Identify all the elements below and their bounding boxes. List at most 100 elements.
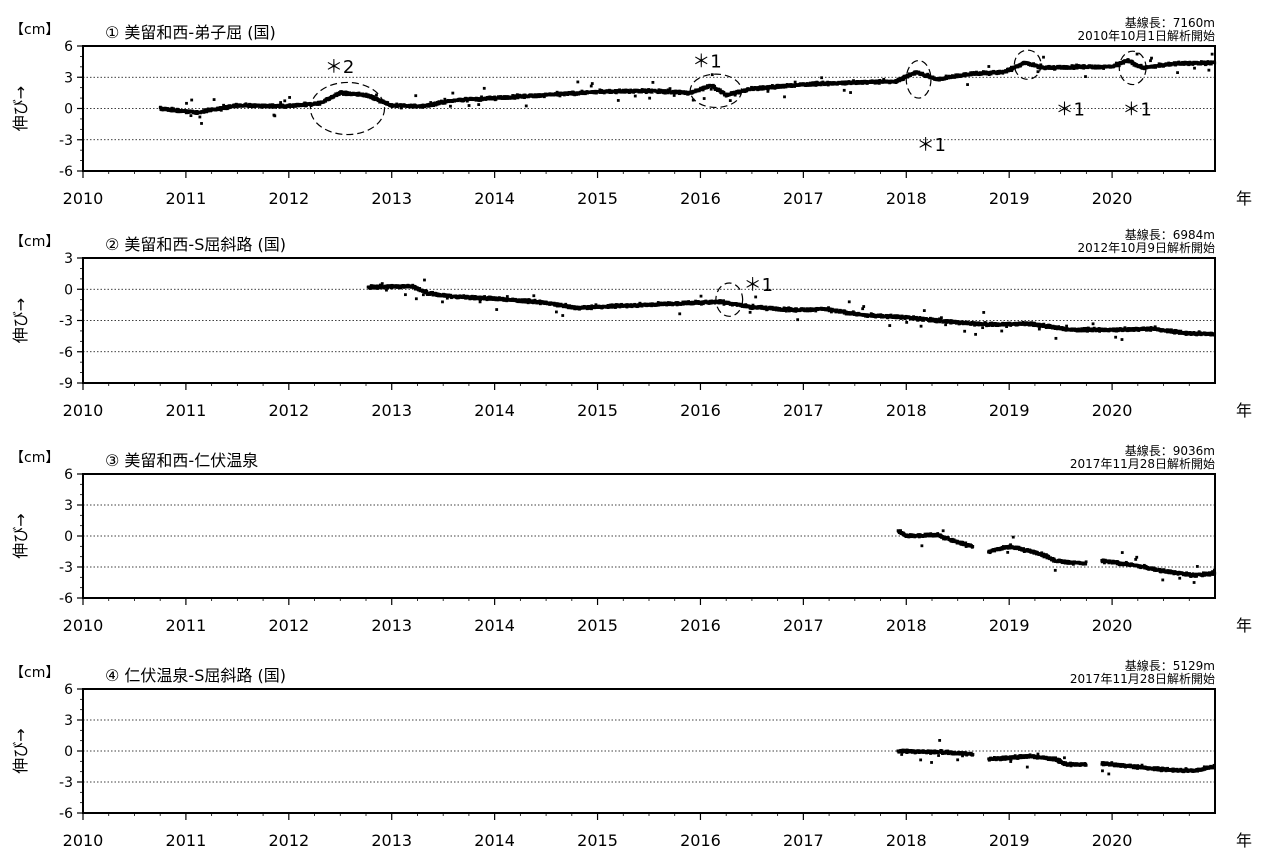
x-tick-label: 2012 — [268, 401, 309, 420]
data-point — [1149, 59, 1152, 63]
data-point — [273, 114, 277, 118]
data-point — [966, 83, 969, 86]
x-tick-label: 2012 — [268, 189, 309, 208]
y-tick-label: 3 — [64, 70, 73, 86]
x-tick-label: 2016 — [680, 401, 721, 420]
x-tick-label: 2019 — [989, 401, 1030, 420]
data-point — [212, 98, 216, 101]
data-point — [198, 115, 202, 119]
data-point — [375, 93, 378, 97]
data-point — [748, 310, 752, 314]
x-tick-label: 2015 — [577, 401, 618, 420]
data-point — [421, 293, 425, 297]
x-tick-label: 2020 — [1092, 401, 1133, 420]
data-point — [796, 318, 800, 322]
data-point — [558, 94, 562, 98]
data-point — [482, 86, 486, 90]
data-point — [324, 99, 328, 103]
x-tick-label: 2015 — [577, 189, 618, 208]
y-tick-label: -6 — [59, 164, 73, 180]
data-point — [232, 105, 236, 108]
data-point — [783, 95, 786, 99]
x-tick-label: 2013 — [371, 189, 412, 208]
y-tick-label: 3 — [64, 251, 73, 267]
data-point — [774, 86, 778, 90]
data-point — [1010, 69, 1014, 73]
data-point — [668, 87, 672, 91]
data-point — [445, 293, 449, 297]
event-ellipse — [905, 59, 932, 99]
data-point — [643, 88, 647, 92]
event-annotation: ＊1 — [1122, 100, 1151, 121]
data-point — [625, 305, 629, 309]
data-point — [555, 90, 559, 94]
y-tick-label: -3 — [59, 314, 73, 330]
data-point — [414, 94, 418, 98]
x-tick-label: 2010 — [63, 189, 104, 208]
data-point — [355, 91, 358, 95]
data-point — [524, 104, 528, 108]
panel-title: ② 美留和西-S屈斜路 (国) — [105, 235, 286, 254]
data-point — [283, 99, 287, 103]
data-point — [902, 77, 906, 81]
data-point — [733, 93, 737, 97]
y-tick-label: 6 — [64, 39, 73, 55]
data-point — [443, 97, 447, 101]
x-tick-label: 2010 — [63, 401, 104, 420]
data-point — [1036, 70, 1040, 74]
data-point — [1193, 66, 1196, 70]
data-point — [814, 309, 818, 313]
event-annotation: ＊1 — [917, 135, 946, 156]
data-point — [190, 98, 194, 102]
data-point — [432, 104, 436, 108]
data-point — [633, 94, 637, 98]
chart-panel-2: 【cm】 ② 美留和西-S屈斜路 (国) 基線長：6984m2012年10月9日解析… — [10, 227, 1252, 420]
data-point — [404, 293, 407, 297]
data-point — [1176, 71, 1179, 75]
data-point — [987, 65, 991, 68]
x-axis-unit: 年 — [1236, 401, 1252, 420]
data-point — [701, 88, 705, 92]
data-point — [648, 96, 652, 100]
data-point — [1042, 55, 1045, 59]
y-tick-label: -3 — [59, 133, 73, 149]
data-point — [630, 305, 634, 309]
y-axis-label: 伸び→ — [11, 86, 30, 131]
data-point — [881, 80, 885, 84]
data-point — [1135, 52, 1139, 56]
data-point — [771, 84, 774, 87]
data-point — [666, 88, 670, 92]
chart-panel-1: 【cm】 ① 美留和西-弟子屈 (国) 基線長：7160m2010年10月1日解析開… — [10, 15, 1252, 208]
data-point — [793, 80, 797, 84]
data-point — [449, 104, 452, 108]
data-point — [847, 300, 851, 304]
x-tick-label: 2013 — [371, 401, 412, 420]
data-point — [288, 96, 292, 99]
data-point — [185, 101, 188, 105]
data-point — [303, 101, 307, 105]
unit-label: 【cm】 — [10, 22, 59, 38]
data-point — [429, 101, 433, 104]
data-point — [380, 282, 384, 285]
data-point — [554, 303, 558, 307]
x-tick-label: 2014 — [474, 401, 515, 420]
data-point — [702, 97, 706, 100]
x-tick-label: 2017 — [783, 189, 824, 208]
event-ellipse — [1013, 49, 1042, 80]
data-point — [478, 295, 482, 299]
data-point — [441, 300, 444, 304]
data-point — [425, 289, 429, 293]
data-point — [532, 294, 536, 298]
data-point — [414, 297, 418, 301]
y-tick-label: -9 — [59, 376, 73, 392]
event-annotation: ＊1 — [692, 52, 721, 73]
data-point — [386, 101, 390, 104]
data-point — [709, 87, 713, 91]
analysis-start: 2012年10月9日解析開始 — [1078, 241, 1215, 255]
data-point — [691, 98, 695, 102]
x-tick-label: 2011 — [166, 189, 207, 208]
data-point — [651, 80, 655, 84]
x-tick-label: 2020 — [1092, 189, 1133, 208]
x-tick-label: 2016 — [680, 189, 721, 208]
